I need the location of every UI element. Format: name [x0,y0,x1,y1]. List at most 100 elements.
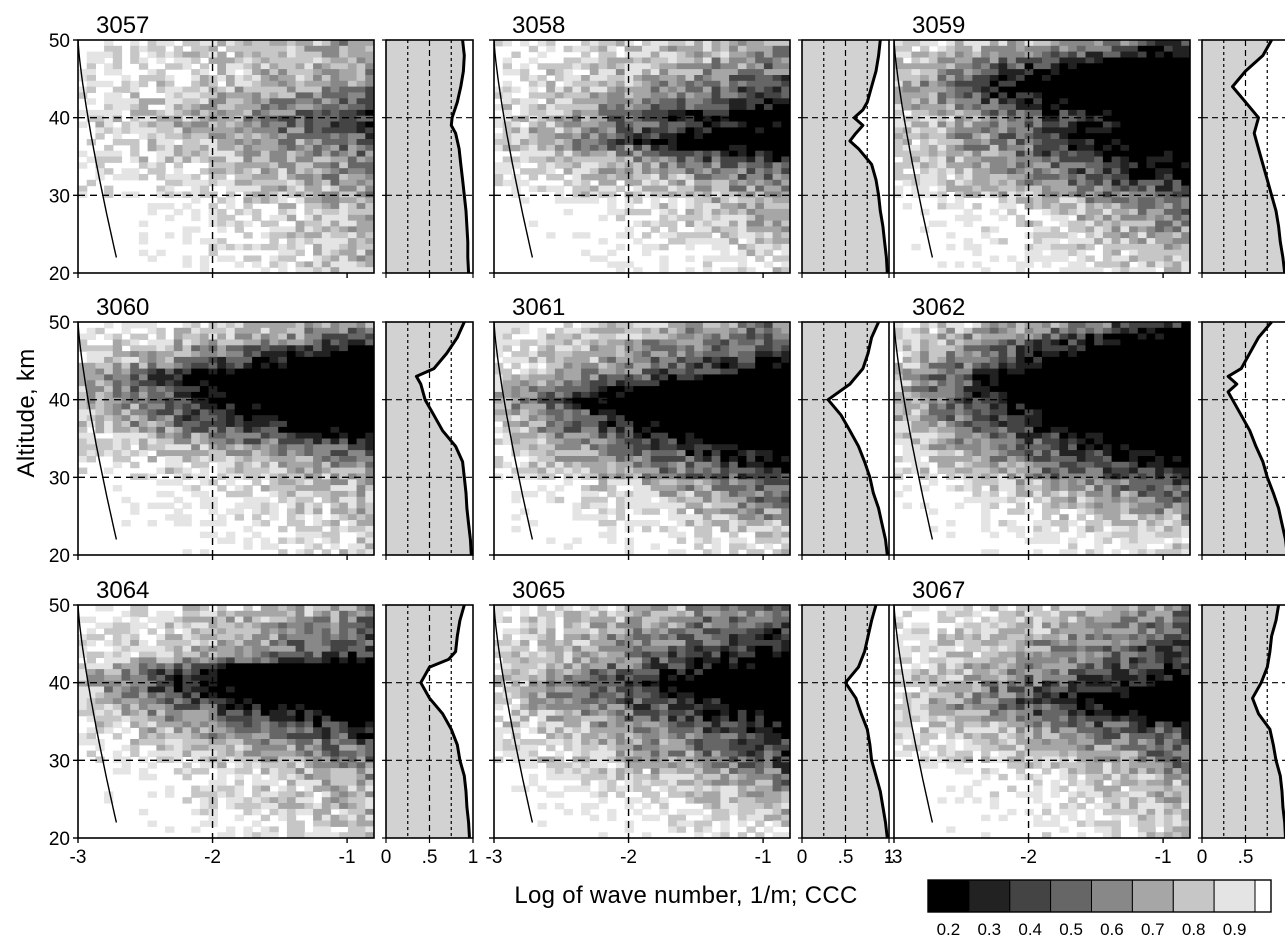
panel-title: 3058 [512,12,565,39]
x-tick-label: -1 [1155,847,1172,868]
profile-area [1232,40,1285,273]
coherence-field [494,322,790,555]
x-tick-label: -3 [886,847,903,868]
x-tick-label: -2 [620,847,637,868]
y-tick-label: 50 [49,31,70,52]
x-axis-label: Log of wave number, 1/m; CCC [514,882,857,909]
panel-title: 3061 [512,294,565,321]
colorbar-swatch [968,879,1011,913]
colorbar-label: 0.8 [1182,920,1206,939]
y-tick-label: 20 [49,829,70,850]
x-tick-label: -1 [339,847,356,868]
colorbar-label: 0.3 [977,920,1001,939]
y-tick-label: 30 [49,751,70,772]
resolution-limit-curve [78,40,118,258]
colorbar-swatch [1091,879,1133,913]
colorbar-swatch [1131,879,1174,913]
panel-grid: 20 30 40 50 3057 3058 3059 20 30 40 50 3060 3061 3062… [49,12,1285,868]
x-tick-label: -2 [1020,847,1037,868]
colorbar-label: 0.4 [1018,920,1042,939]
resolution-limit-curve [494,605,534,823]
y-axis-label: Altitude, km [13,349,40,478]
y-tick-label: 40 [49,109,70,130]
colorbar-label: 0.2 [937,920,961,939]
ccc-profile-panel [1198,39,1285,278]
panel-title: 3060 [96,294,149,321]
colorbar-swatch [1009,879,1052,913]
panel-3057: 20 30 40 50 3057 [49,12,474,285]
resolution-limit-curve [894,605,934,823]
panel-3062: 3062 [889,294,1285,560]
plot-frame [493,39,791,274]
plot-frame [893,39,1191,274]
ccc-profile-panel: 0.51 [1197,604,1285,868]
panel-title: 3064 [96,577,149,604]
ccc-profile-curve [449,39,471,274]
plot-frame [893,321,1191,556]
ccc-profile-panel [798,321,890,560]
panel-3061: 3061 [489,294,890,560]
x-tick-label: -2 [204,847,221,868]
ccc-profile-panel [798,39,890,278]
panel-3058: 3058 [489,12,890,278]
plot-frame [77,604,375,839]
colorbar-label: 0.5 [1059,920,1083,939]
y-tick-label: 50 [49,313,70,334]
ccc-profile-curve [1231,39,1285,274]
y-tick-label: 20 [49,264,70,285]
plot-frame [493,321,791,556]
plot-frame [77,321,375,556]
colorbar-swatch [1254,879,1272,913]
x-tick-label: -1 [755,847,772,868]
ccc-profile-panel [1198,321,1285,560]
x-tick-label-ccc: 1 [884,847,895,868]
panel-3059: 3059 [889,12,1285,278]
y-tick-label: 30 [49,468,70,489]
panel-title: 3057 [96,12,149,39]
coherence-field [494,605,790,838]
plot-frame [77,39,375,274]
profile-area [849,40,889,273]
y-tick-label: 20 [49,546,70,567]
ccc-profile-panel [382,39,474,278]
x-tick-label-ccc: .5 [838,847,854,868]
ccc-profile-curve [826,321,889,556]
y-tick-label: 30 [49,186,70,207]
coherence-field [494,40,790,273]
coherence-field [894,605,1190,838]
x-tick-label-ccc: 1 [468,847,479,868]
panel-title: 3059 [912,12,965,39]
x-tick-label: -3 [486,847,503,868]
colorbar-swatch [1213,879,1256,913]
profile-area [420,605,473,838]
x-tick-label-ccc: .5 [1238,847,1254,868]
colorbar-swatch [1172,879,1215,913]
colorbar-swatch [927,879,970,913]
x-tick-label-ccc: 0 [797,847,808,868]
ccc-profile-panel [382,321,474,560]
ccc-profile-curve [1226,321,1285,549]
ccc-profile-curve [419,604,471,839]
colorbar-label: 0.9 [1223,920,1247,939]
x-tick-label-ccc: 0 [1197,847,1208,868]
resolution-limit-curve [78,605,118,823]
panel-3060: 20 30 40 50 3060 [49,294,474,567]
ccc-profile-curve [848,39,889,274]
resolution-limit-curve [78,322,118,540]
plot-frame [493,604,791,839]
panel-title: 3067 [912,577,965,604]
ccc-profile-curve [844,604,889,839]
x-tick-label-ccc: 0 [381,847,392,868]
profile-area [828,322,889,555]
resolution-limit-curve [494,40,534,258]
x-tick-label-ccc: 1 [1284,847,1285,868]
colorbar: 0.2 0.3 0.4 0.5 0.6 0.7 0.8 0.9 [927,879,1272,939]
panel-title: 3065 [512,577,565,604]
profile-area [1252,605,1285,829]
